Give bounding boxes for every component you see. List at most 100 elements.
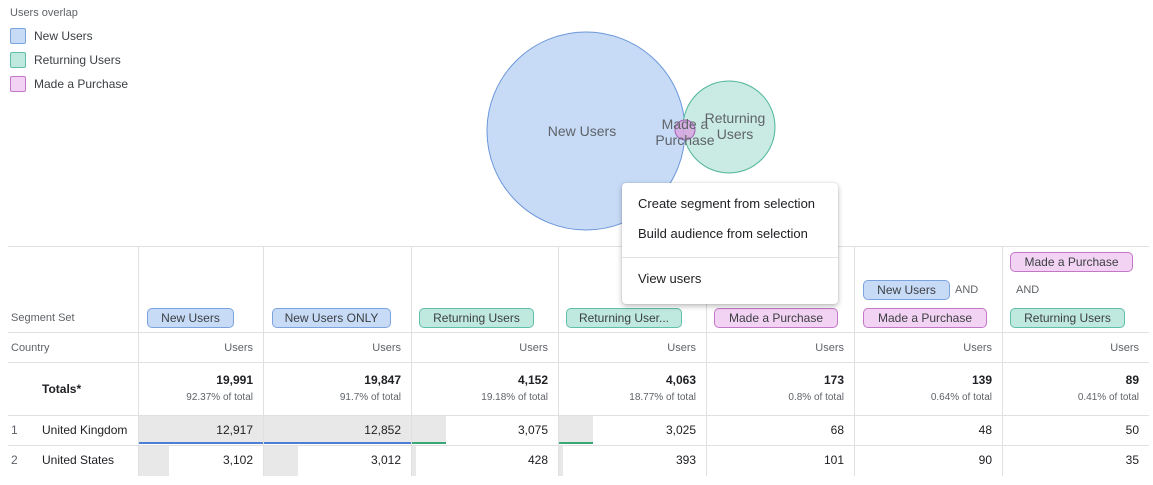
- total-value: 89: [1125, 373, 1139, 387]
- venn-diagram: New Users Returning Users Made a Purchas…: [486, 31, 776, 231]
- table-rule: [8, 362, 1149, 363]
- users-cell: 90: [978, 453, 992, 467]
- total-value: 173: [823, 373, 844, 387]
- table-rule: [8, 332, 1149, 333]
- legend-swatch-new-users: [10, 28, 26, 44]
- column-divider: [411, 246, 412, 476]
- segment-chip-returning-users-truncated[interactable]: Returning User...: [566, 308, 682, 328]
- total-value: 4,063: [665, 373, 696, 387]
- legend-label: New Users: [34, 29, 93, 43]
- metric-header-users: Users: [963, 342, 992, 354]
- users-cell: 48: [978, 423, 992, 437]
- metric-header-users: Users: [1110, 342, 1139, 354]
- venn-label-returning-line1: Returning: [705, 110, 766, 126]
- legend-swatch-returning-users: [10, 52, 26, 68]
- and-operator-label: AND: [1016, 284, 1040, 296]
- users-cell: 3,012: [370, 453, 401, 467]
- users-cell: 101: [823, 453, 844, 467]
- metric-header-users: Users: [815, 342, 844, 354]
- venn-circle-made-a-purchase[interactable]: [674, 119, 696, 141]
- total-percentage: 0.64% of total: [930, 392, 992, 403]
- country-cell[interactable]: United Kingdom: [42, 423, 128, 437]
- segment-set-label: Segment Set: [11, 312, 75, 324]
- venn-label-purchase-line1: Made a: [662, 116, 709, 132]
- total-value: 139: [971, 373, 992, 387]
- totals-label: Totals*: [42, 382, 82, 396]
- country-cell[interactable]: United States: [42, 453, 115, 467]
- metric-header-users: Users: [372, 342, 401, 354]
- legend-label: Made a Purchase: [34, 77, 129, 91]
- column-divider: [706, 246, 707, 476]
- legend-label: Returning Users: [34, 53, 121, 67]
- users-cell: 393: [675, 453, 696, 467]
- venn-label-new-users: New Users: [548, 123, 616, 139]
- total-percentage: 0.8% of total: [788, 392, 844, 403]
- value-bar: [139, 446, 169, 476]
- menu-divider: [622, 257, 838, 258]
- metric-header-users: Users: [224, 342, 253, 354]
- total-value: 19,991: [216, 373, 253, 387]
- users-cell: 50: [1125, 423, 1139, 437]
- total-percentage: 92.37% of total: [186, 392, 253, 403]
- segment-chip-new-users[interactable]: New Users: [147, 308, 234, 328]
- total-value: 19,847: [364, 373, 401, 387]
- users-cell: 12,917: [216, 423, 253, 437]
- menu-item-create-segment[interactable]: Create segment from selection: [638, 196, 816, 211]
- table-rule: [8, 415, 1149, 416]
- users-cell: 12,852: [364, 423, 401, 437]
- column-divider: [854, 246, 855, 476]
- legend-item-new-users: New Users: [10, 24, 128, 48]
- legend-title: Users overlap: [10, 7, 78, 19]
- segment-chip-returning-users[interactable]: Returning Users: [1010, 308, 1125, 328]
- column-divider: [138, 246, 139, 476]
- column-divider: [1002, 246, 1003, 476]
- total-value: 4,152: [517, 373, 548, 387]
- row-index: 1: [11, 423, 18, 437]
- row-index: 2: [11, 453, 18, 467]
- users-cell: 3,075: [517, 423, 548, 437]
- segment-chip-made-a-purchase[interactable]: Made a Purchase: [1010, 252, 1133, 272]
- table-rule: [8, 445, 1149, 446]
- segment-chip-made-a-purchase[interactable]: Made a Purchase: [863, 308, 987, 328]
- users-cell: 428: [527, 453, 548, 467]
- metric-header-users: Users: [667, 342, 696, 354]
- segment-chip-new-users[interactable]: New Users: [863, 280, 950, 300]
- value-bar: [412, 446, 416, 476]
- value-bar: [559, 446, 563, 476]
- users-cell: 3,102: [222, 453, 253, 467]
- legend-item-made-a-purchase: Made a Purchase: [10, 72, 128, 96]
- segment-chip-new-users-only[interactable]: New Users ONLY: [272, 308, 391, 328]
- value-bar: [264, 416, 411, 444]
- context-menu: Create segment from selection Build audi…: [622, 183, 838, 304]
- value-bar-underline: [412, 442, 446, 444]
- table-top-rule: [8, 246, 1149, 247]
- venn-label-purchase-line2: Purchase: [655, 132, 714, 148]
- total-percentage: 19.18% of total: [481, 392, 548, 403]
- legend-swatch-made-a-purchase: [10, 76, 26, 92]
- metric-header-users: Users: [519, 342, 548, 354]
- value-bar: [559, 416, 593, 444]
- users-cell: 68: [830, 423, 844, 437]
- users-cell: 3,025: [665, 423, 696, 437]
- column-divider: [558, 246, 559, 476]
- and-operator-label: AND: [955, 284, 979, 296]
- total-percentage: 0.41% of total: [1077, 392, 1139, 403]
- value-bar-underline: [139, 442, 263, 444]
- total-percentage: 18.77% of total: [629, 392, 696, 403]
- venn-legend: Users overlap New Users Returning Users …: [10, 7, 128, 96]
- value-bar: [412, 416, 446, 444]
- value-bar-underline: [264, 442, 411, 444]
- menu-item-view-users[interactable]: View users: [638, 271, 702, 286]
- column-divider: [263, 246, 264, 476]
- country-dimension-label[interactable]: Country: [11, 342, 50, 354]
- value-bar: [139, 416, 263, 444]
- menu-item-build-audience[interactable]: Build audience from selection: [638, 226, 808, 241]
- segment-chip-made-a-purchase[interactable]: Made a Purchase: [714, 308, 838, 328]
- value-bar: [264, 446, 298, 476]
- venn-label-returning-line2: Users: [717, 126, 754, 142]
- legend-item-returning-users: Returning Users: [10, 48, 128, 72]
- segment-chip-returning-users[interactable]: Returning Users: [419, 308, 534, 328]
- users-cell: 35: [1125, 453, 1139, 467]
- value-bar-underline: [559, 442, 593, 444]
- total-percentage: 91.7% of total: [339, 392, 401, 403]
